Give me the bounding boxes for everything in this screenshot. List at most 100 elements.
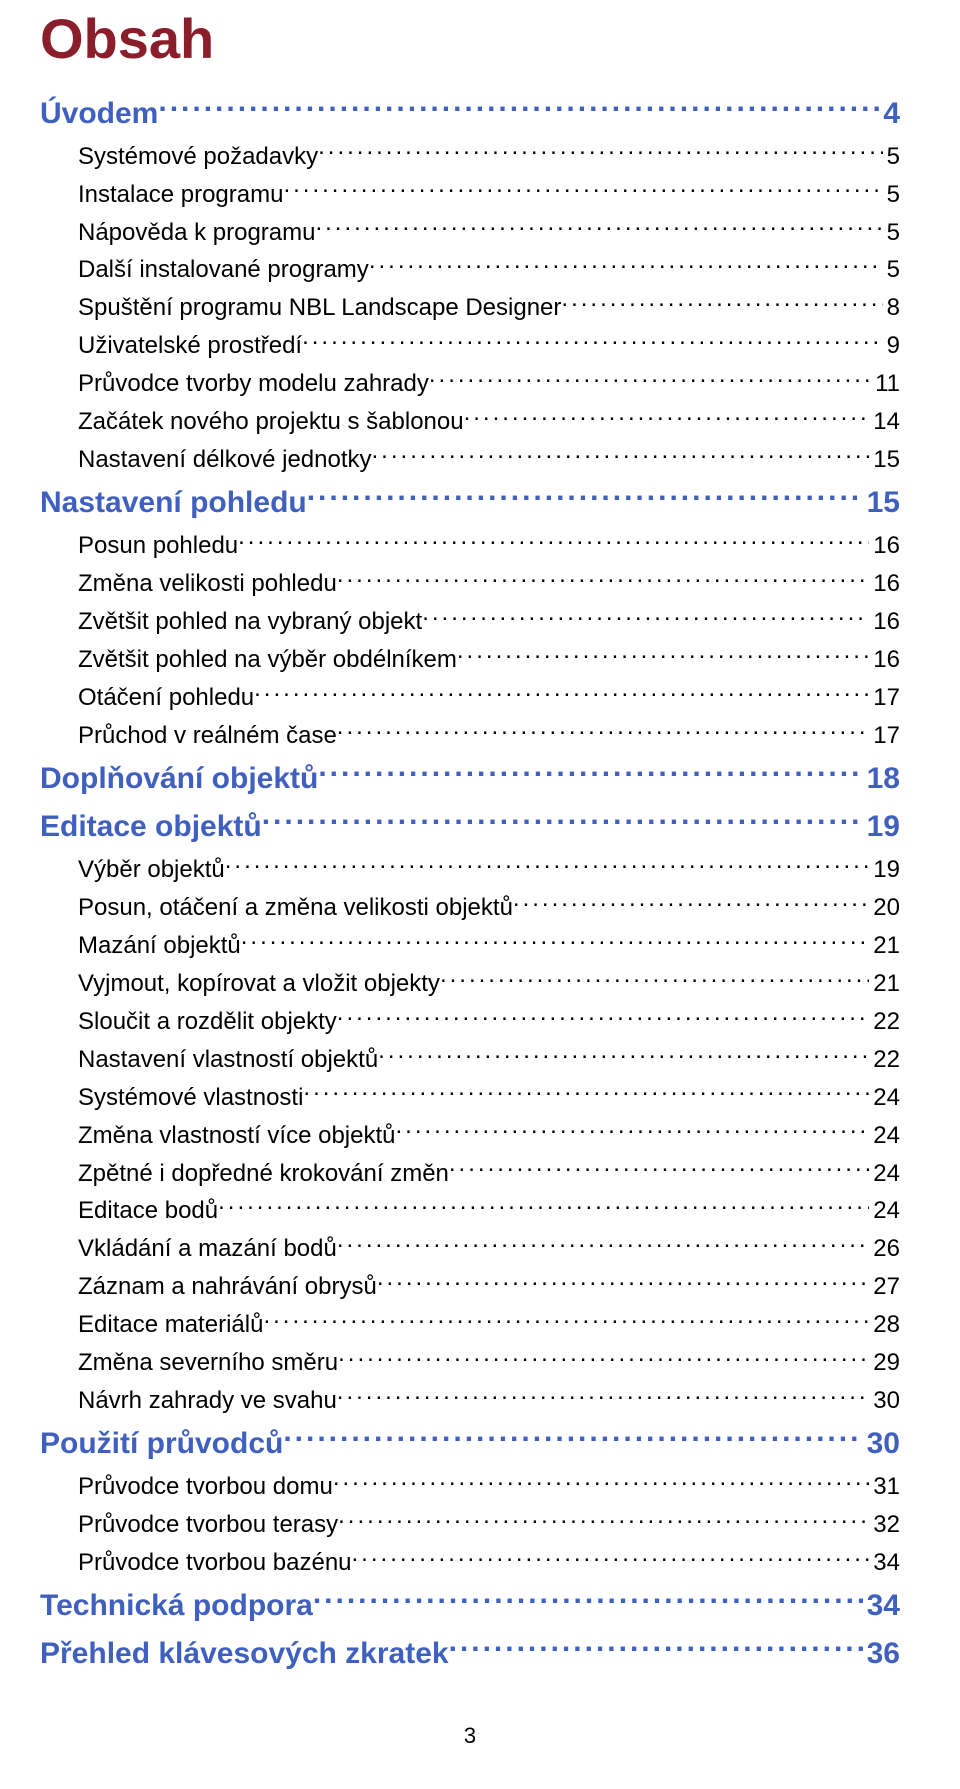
toc-row[interactable]: Nastavení pohledu15 — [40, 476, 900, 524]
toc-label: Technická podpora — [40, 1585, 313, 1627]
toc-row[interactable]: Změna velikosti pohledu 16 — [78, 562, 900, 600]
toc-label: Přehled klávesových zkratek — [40, 1633, 449, 1675]
toc-leader — [303, 1076, 869, 1105]
toc-row[interactable]: Systémové vlastnosti24 — [78, 1076, 900, 1114]
toc-row[interactable]: Průchod v reálném čase17 — [78, 714, 900, 752]
toc-page: 22 — [869, 1044, 900, 1076]
toc-row[interactable]: Nápověda k programu 5 — [78, 211, 900, 249]
toc-row[interactable]: Vkládání a mazání bodů26 — [78, 1228, 900, 1266]
toc-label: Vyjmout, kopírovat a vložit objekty — [78, 968, 440, 1000]
toc-row[interactable]: Začátek nového projektu s šablonou14 — [78, 400, 900, 438]
toc-page: 28 — [869, 1309, 900, 1341]
toc-row[interactable]: Použití průvodců30 — [40, 1417, 900, 1465]
toc-leader — [337, 1000, 870, 1029]
toc-label: Úvodem — [40, 93, 158, 135]
toc-page: 24 — [869, 1158, 900, 1190]
toc-row[interactable]: Editace materiálů 28 — [78, 1304, 900, 1342]
toc-row[interactable]: Průvodce tvorbou domu31 — [78, 1465, 900, 1503]
toc-row[interactable]: Otáčení pohledu17 — [78, 676, 900, 714]
toc-label: Návrh zahrady ve svahu — [78, 1385, 337, 1417]
toc-leader — [561, 287, 882, 316]
toc-row[interactable]: Záznam a nahrávání obrysů27 — [78, 1266, 900, 1304]
toc-leader — [283, 1417, 862, 1453]
toc-page: 16 — [869, 644, 900, 676]
toc-leader — [429, 363, 871, 392]
toc-row[interactable]: Zvětšit pohled na výběr obdélníkem16 — [78, 638, 900, 676]
toc-row[interactable]: Doplňování objektů18 — [40, 752, 900, 800]
toc-row[interactable]: Posun pohledu16 — [78, 524, 900, 562]
toc-row[interactable]: Úvodem4 — [40, 87, 900, 135]
toc-page: 24 — [869, 1120, 900, 1152]
toc-row[interactable]: Průvodce tvorbou terasy32 — [78, 1503, 900, 1541]
toc-row[interactable]: Přehled klávesových zkratek36 — [40, 1627, 900, 1675]
toc-row[interactable]: Změna severního směru29 — [78, 1341, 900, 1379]
toc-row[interactable]: Mazání objektů21 — [78, 924, 900, 962]
toc-page: 5 — [883, 217, 900, 249]
toc-page: 16 — [869, 568, 900, 600]
toc-page: 19 — [869, 854, 900, 886]
toc-row[interactable]: Zvětšit pohled na vybraný objekt16 — [78, 600, 900, 638]
toc-leader — [313, 1579, 863, 1615]
toc-label: Změna vlastností více objektů — [78, 1120, 395, 1152]
toc-row[interactable]: Průvodce tvorby modelu zahrady11 — [78, 363, 900, 401]
toc-leader — [338, 1503, 869, 1532]
toc-leader — [315, 211, 882, 240]
toc-leader — [337, 1228, 869, 1257]
toc-page: 34 — [869, 1547, 900, 1579]
page-number: 3 — [40, 1723, 900, 1749]
toc-label: Systémové požadavky — [78, 141, 318, 173]
toc-row[interactable]: Posun, otáčení a změna velikosti objektů… — [78, 886, 900, 924]
toc-label: Spuštění programu NBL Landscape Designer — [78, 292, 561, 324]
toc-page: 18 — [863, 758, 900, 800]
toc-row[interactable]: Nastavení vlastností objektů22 — [78, 1038, 900, 1076]
toc-page: 5 — [883, 179, 900, 211]
toc-row[interactable]: Výběr objektů 19 — [78, 848, 900, 886]
toc-page: 15 — [869, 444, 900, 476]
toc-label: Nápověda k programu — [78, 217, 315, 249]
toc-row[interactable]: Systémové požadavky5 — [78, 135, 900, 173]
toc-label: Editace materiálů — [78, 1309, 263, 1341]
toc-row[interactable]: Technická podpora 34 — [40, 1579, 900, 1627]
toc-row[interactable]: Spuštění programu NBL Landscape Designer… — [78, 287, 900, 325]
toc-row[interactable]: Průvodce tvorbou bazénu34 — [78, 1541, 900, 1579]
toc-label: Použití průvodců — [40, 1423, 283, 1465]
toc-leader — [254, 676, 869, 705]
toc-page: 16 — [869, 530, 900, 562]
toc-row[interactable]: Změna vlastností více objektů 24 — [78, 1114, 900, 1152]
toc-leader — [395, 1114, 869, 1143]
toc-leader — [318, 135, 883, 164]
toc-page: 34 — [863, 1585, 900, 1627]
toc-leader — [337, 562, 869, 591]
toc-row[interactable]: Editace bodů24 — [78, 1190, 900, 1228]
toc-leader — [337, 1379, 870, 1408]
toc-label: Změna velikosti pohledu — [78, 568, 337, 600]
toc-leader — [352, 1541, 870, 1570]
toc-label: Instalace programu — [78, 179, 283, 211]
toc-leader — [225, 848, 870, 877]
toc-label: Průvodce tvorbou terasy — [78, 1509, 338, 1541]
toc-page: 9 — [883, 330, 900, 362]
toc-label: Výběr objektů — [78, 854, 225, 886]
toc-row[interactable]: Instalace programu 5 — [78, 173, 900, 211]
toc-label: Posun, otáčení a změna velikosti objektů — [78, 892, 513, 924]
page-title: Obsah — [40, 10, 900, 69]
toc-label: Začátek nového projektu s šablonou — [78, 406, 464, 438]
toc-leader — [241, 924, 870, 953]
toc-label: Změna severního směru — [78, 1347, 338, 1379]
toc-leader — [378, 1038, 869, 1067]
toc-row[interactable]: Nastavení délkové jednotky15 — [78, 438, 900, 476]
toc-page: 27 — [869, 1271, 900, 1303]
toc-row[interactable]: Návrh zahrady ve svahu30 — [78, 1379, 900, 1417]
toc-row[interactable]: Zpětné i dopředné krokování změn24 — [78, 1152, 900, 1190]
toc-page: 24 — [869, 1195, 900, 1227]
toc-row[interactable]: Uživatelské prostředí9 — [78, 325, 900, 363]
toc-row[interactable]: Vyjmout, kopírovat a vložit objekty21 — [78, 962, 900, 1000]
toc-row[interactable]: Další instalované programy5 — [78, 249, 900, 287]
toc-leader — [302, 325, 883, 354]
toc-row[interactable]: Editace objektů19 — [40, 800, 900, 848]
toc-page: 17 — [869, 720, 900, 752]
toc-leader — [338, 1341, 869, 1370]
toc-leader — [158, 87, 879, 123]
toc-row[interactable]: Sloučit a rozdělit objekty22 — [78, 1000, 900, 1038]
toc-label: Vkládání a mazání bodů — [78, 1233, 337, 1265]
